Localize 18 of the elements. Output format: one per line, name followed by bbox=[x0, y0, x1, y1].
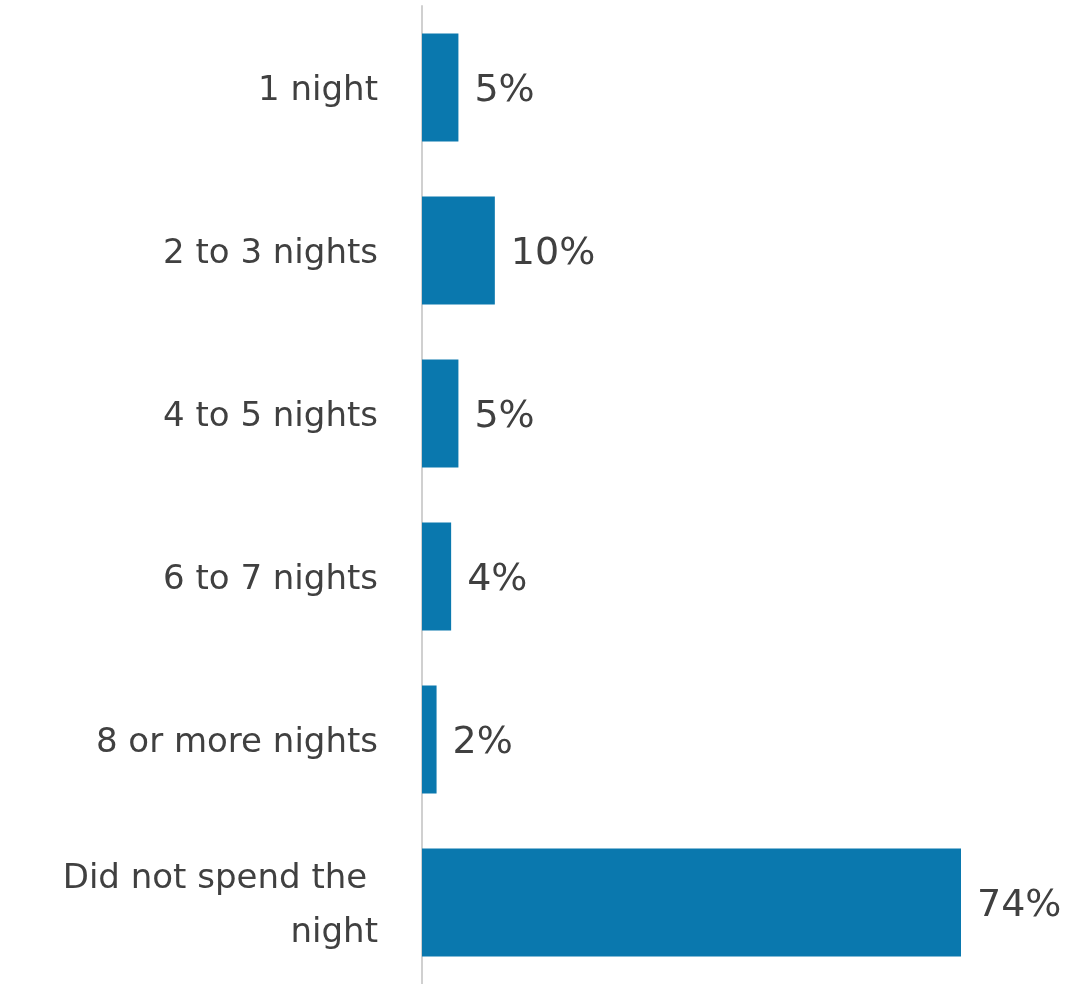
bar bbox=[422, 359, 459, 468]
y-tick-label: 4 to 5 nights bbox=[163, 393, 378, 434]
bar bbox=[422, 196, 495, 305]
y-tick-label: Did not spend the night bbox=[62, 855, 378, 950]
data-label: 5% bbox=[474, 391, 535, 436]
bar bbox=[422, 685, 437, 794]
bar bbox=[422, 522, 452, 631]
y-tick-label: 1 night bbox=[258, 67, 378, 108]
y-tick-label: 2 to 3 nights bbox=[163, 230, 378, 271]
data-label: 2% bbox=[452, 717, 513, 762]
bar bbox=[422, 33, 459, 142]
data-label: 4% bbox=[467, 554, 528, 599]
data-label: 10% bbox=[510, 228, 596, 273]
y-tick-label: 6 to 7 nights bbox=[163, 556, 378, 597]
y-tick-label: 8 or more nights bbox=[95, 719, 378, 760]
bar bbox=[422, 848, 961, 957]
data-label: 74% bbox=[977, 880, 1062, 925]
data-label: 5% bbox=[474, 65, 535, 110]
